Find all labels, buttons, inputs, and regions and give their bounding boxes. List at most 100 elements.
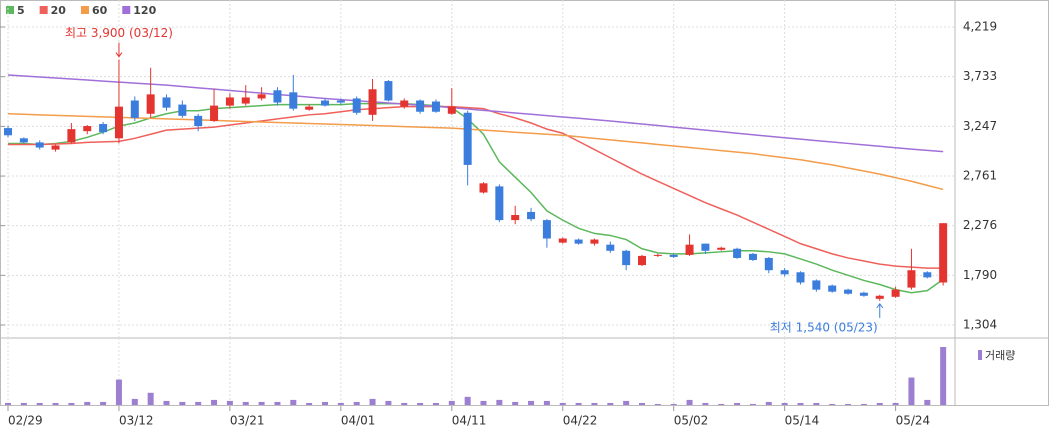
y-tick-label: 3,733 [963, 69, 997, 83]
volume-bar [829, 403, 836, 405]
volume-bar [242, 401, 249, 405]
y-tick-label: 3,247 [963, 119, 997, 133]
volume-bar [797, 402, 804, 405]
legend-label: 5 [17, 4, 25, 17]
candle-body [241, 97, 250, 104]
candle-body [558, 238, 567, 243]
candle-body [527, 211, 536, 220]
volume-bar [195, 401, 202, 405]
volume-bar [36, 402, 43, 405]
legend-label: 60 [92, 4, 108, 17]
legend: 5 20 60 120 [6, 4, 157, 17]
candle-body [4, 128, 12, 136]
candle-body [146, 94, 155, 114]
candle-body [622, 250, 631, 266]
volume-bar [623, 400, 630, 405]
volume-bar [892, 402, 899, 405]
volume-bar [686, 399, 693, 405]
candle-body [384, 81, 393, 101]
volume-bar [749, 403, 756, 405]
volume-bar [417, 402, 424, 405]
candle-body [400, 100, 409, 107]
volume-bar [512, 401, 519, 405]
volume-bar [84, 401, 91, 405]
x-tick-label: 04/01 [341, 414, 376, 428]
y-tick-label: 4,219 [963, 19, 997, 33]
volume-bar [20, 402, 27, 405]
ma-line [8, 102, 944, 294]
x-tick-label: 05/14 [785, 414, 820, 428]
volume-bar [876, 402, 883, 405]
volume-bar [543, 400, 550, 405]
frame [0, 0, 1049, 406]
volume-bar [258, 401, 265, 405]
candle-body [289, 92, 298, 109]
x-tick-label: 04/11 [452, 414, 487, 428]
volume-bar [100, 401, 107, 405]
legend-swatch [80, 6, 89, 14]
legend-swatch [39, 6, 48, 14]
ma-line [7, 74, 944, 153]
volume-bar [290, 399, 297, 405]
candle-body [210, 105, 219, 121]
candle-body [638, 255, 646, 266]
candle-body [733, 248, 742, 258]
candle-body [305, 106, 314, 110]
candle-body [194, 115, 203, 127]
volume-bar [274, 401, 281, 405]
candle-body [83, 126, 92, 132]
candle-body [923, 272, 932, 278]
candle-body [669, 254, 678, 257]
volume-bar [940, 347, 947, 405]
volume-bar [337, 402, 344, 405]
candle-body [796, 272, 805, 283]
candle-body [447, 106, 456, 114]
high-arrow [115, 42, 123, 58]
candle-body [130, 100, 139, 118]
candle-body [352, 98, 361, 113]
x-tick-label: 02/29 [8, 414, 43, 428]
volume-bar [5, 402, 11, 405]
legend-swatch [6, 6, 14, 14]
candle-body [511, 215, 520, 221]
candle-body [875, 295, 884, 299]
volume-bar [591, 402, 598, 405]
candle-body [67, 129, 76, 143]
low-annotation: 최저 1,540 (05/23) [770, 320, 878, 334]
volume-bar [496, 399, 503, 405]
candle-body [748, 253, 757, 260]
candle-body [812, 280, 821, 290]
candle-body [653, 254, 662, 256]
candle-body [51, 145, 60, 150]
volume-bar [860, 403, 867, 405]
volume-bar [845, 403, 852, 405]
candle-body [225, 97, 234, 106]
legend-label: 120 [133, 4, 156, 17]
volume-bar [226, 400, 233, 405]
y-tick-label: 2,276 [963, 218, 997, 232]
y-tick-label: 1,304 [963, 318, 997, 332]
volume-bar [924, 399, 931, 405]
candle-body [701, 243, 710, 251]
candle-body [844, 289, 853, 294]
candle-body [178, 104, 187, 116]
x-tick-label: 04/22 [563, 414, 598, 428]
volume-bar [306, 402, 313, 405]
candle-body [479, 183, 488, 193]
volume-bar [765, 401, 772, 405]
candle-body [542, 220, 551, 239]
low-arrow [876, 303, 884, 318]
candle-body [257, 94, 266, 99]
legend-swatch [122, 6, 131, 14]
volume-bar [670, 403, 677, 405]
volume-legend-swatch [978, 350, 982, 360]
candle-body [114, 106, 123, 139]
volume-bar [211, 399, 218, 405]
volume-bar [734, 402, 741, 405]
candle-body [431, 101, 440, 112]
volume-bar [464, 396, 471, 405]
y-tick-label: 1,790 [963, 268, 997, 282]
volume-bar [480, 400, 487, 405]
candle-body [685, 244, 694, 255]
